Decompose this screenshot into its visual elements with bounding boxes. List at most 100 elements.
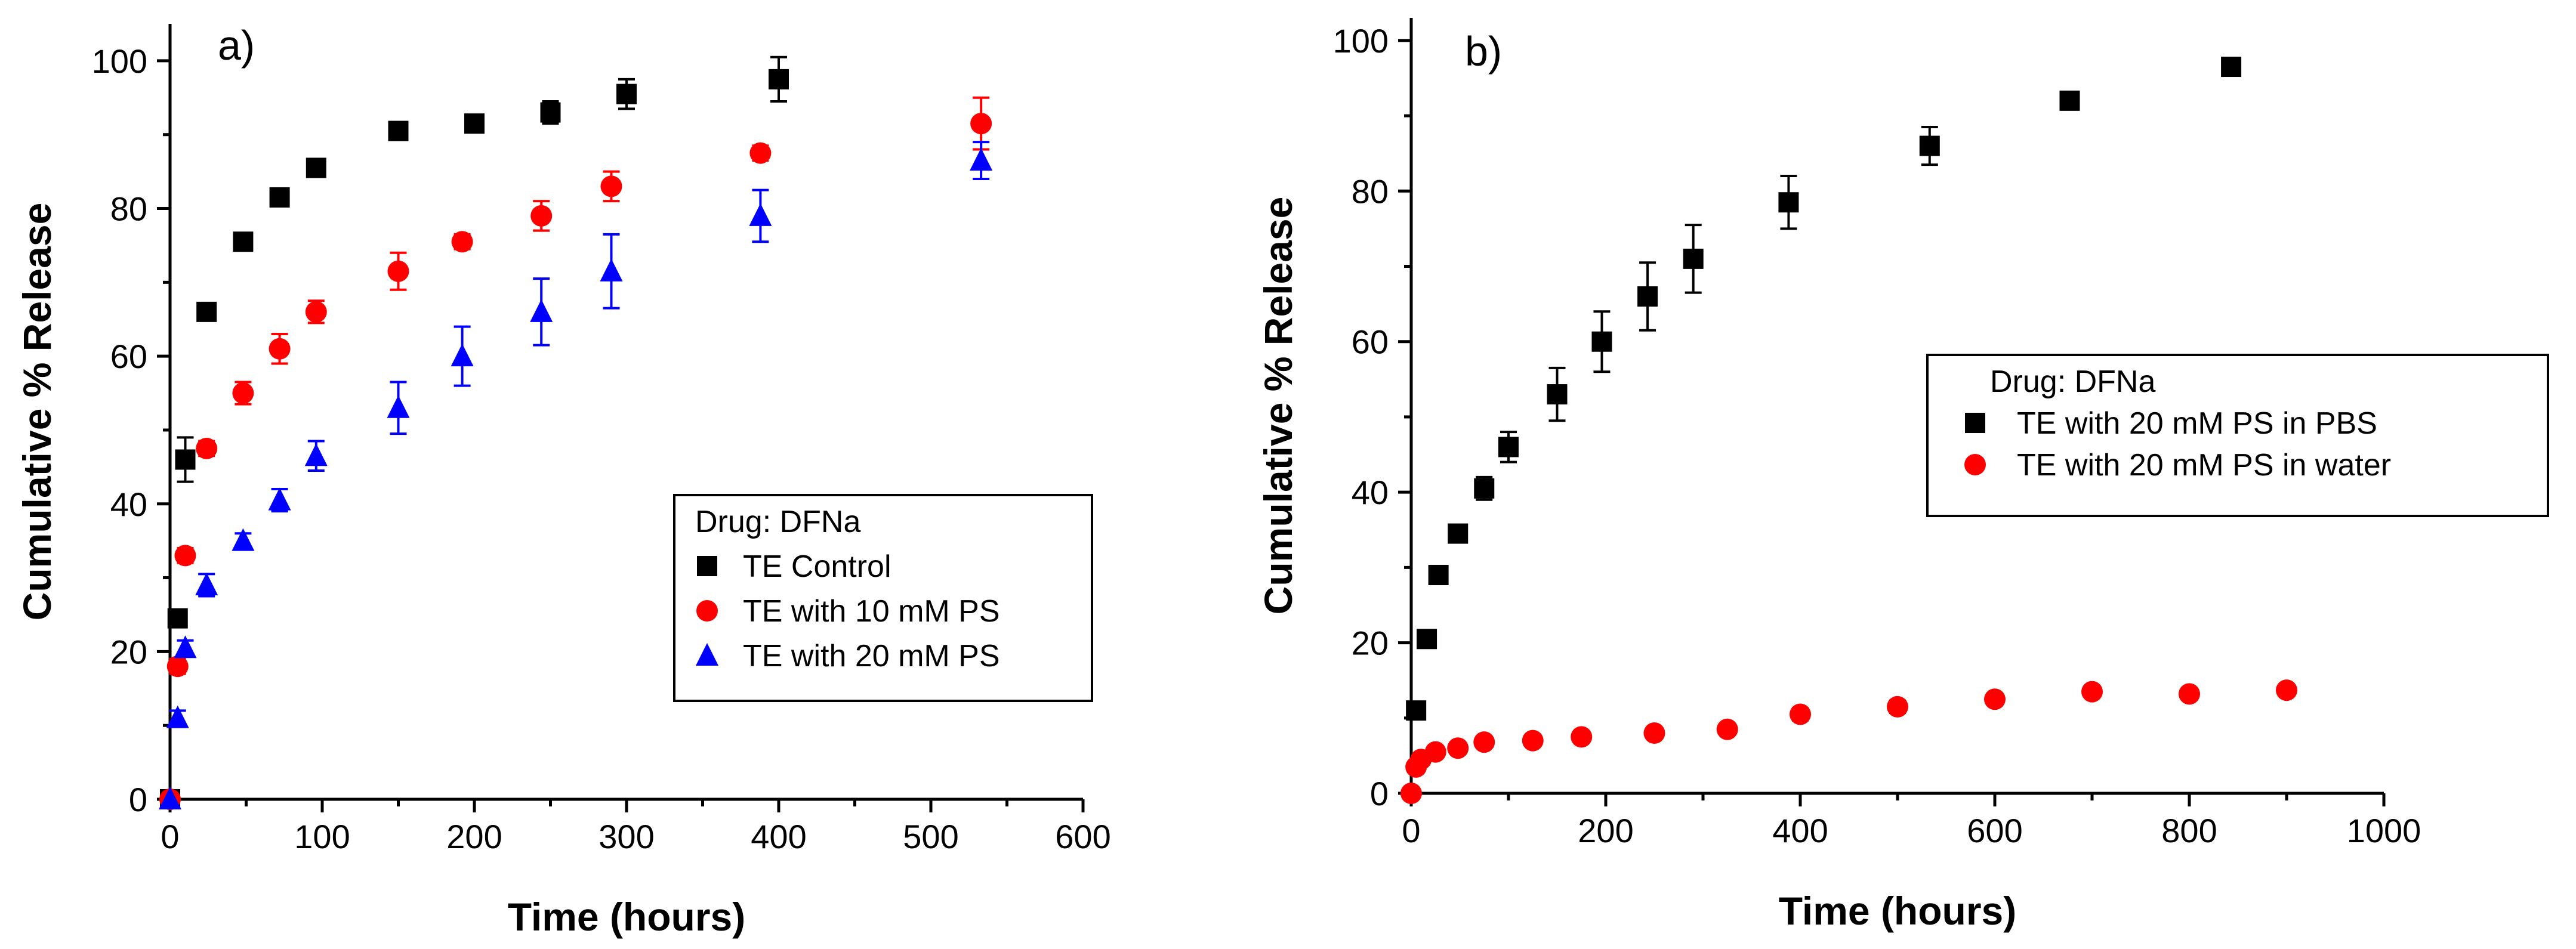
chart-panel-2: 0 200 400 600 800 1000 0 20 40 60 80 100 Time (hours…	[1256, 18, 2549, 933]
data-point	[1984, 688, 2006, 710]
data-point	[305, 301, 327, 323]
x-tick-label: 400	[1772, 812, 1828, 849]
x-axis-title: Time (hours)	[1779, 889, 2016, 933]
data-point	[166, 656, 189, 678]
series-3	[159, 141, 993, 809]
data-point	[159, 787, 181, 809]
data-point	[2081, 681, 2103, 703]
data-point	[970, 113, 992, 135]
data-point	[1547, 384, 1568, 405]
x-tick-label: 0	[161, 818, 179, 855]
data-point	[464, 113, 485, 134]
data-point	[1683, 248, 1704, 269]
data-point	[616, 84, 637, 104]
legend-marker	[1964, 454, 1986, 475]
legend-marker	[696, 643, 718, 666]
legend-entry: TE with 10 mM PS	[743, 594, 1000, 629]
x-tick-label: 300	[599, 818, 654, 855]
data-point	[387, 260, 409, 282]
data-point	[1473, 731, 1495, 753]
data-point	[269, 338, 291, 360]
x-tick-label: 200	[446, 818, 502, 855]
data-point	[304, 443, 328, 466]
data-point	[600, 258, 623, 282]
data-point	[1571, 726, 1593, 748]
data-point	[749, 203, 772, 226]
data-point	[387, 395, 410, 418]
y-tick-label: 0	[1370, 775, 1389, 812]
data-point	[1417, 629, 1437, 650]
x-tick-label: 1000	[2347, 812, 2421, 849]
data-point	[306, 157, 326, 178]
data-point	[196, 437, 218, 459]
data-point	[269, 187, 290, 208]
data-point	[600, 175, 622, 197]
data-point	[1643, 722, 1665, 744]
y-tick-label: 80	[110, 190, 147, 228]
data-point	[233, 231, 254, 252]
data-point	[174, 545, 196, 567]
data-point	[1778, 192, 1799, 213]
x-tick-label: 100	[294, 818, 350, 855]
data-point	[388, 120, 409, 141]
y-axis-title: Cumulative % Release	[1256, 197, 1300, 615]
data-point	[166, 705, 189, 728]
data-point	[970, 148, 993, 171]
x-tick-label: 800	[2161, 812, 2217, 849]
data-point	[232, 382, 254, 404]
data-point	[1522, 729, 1544, 752]
y-tick-label: 40	[110, 486, 147, 523]
x-tick-label: 0	[1402, 812, 1420, 849]
chart-panel-1: 0 100 200 300 400 500 600 0 20 40 60 80 100 Time (hou…	[15, 22, 1111, 939]
panel-label: a)	[218, 22, 255, 69]
y-tick-label: 80	[1352, 172, 1389, 210]
y-tick-label: 40	[1352, 474, 1389, 511]
legend-box	[1926, 354, 2549, 517]
data-point	[451, 344, 474, 367]
y-tick-label: 60	[110, 338, 147, 375]
data-point	[1591, 331, 1612, 352]
data-point	[1400, 783, 1422, 804]
data-point	[1887, 695, 1908, 718]
legend: Drug: DFNa TE with 20 mM PS in PBS TE with…	[1926, 354, 2549, 517]
x-tick-label: 600	[1055, 818, 1110, 855]
data-point	[1919, 135, 1940, 156]
data-point	[167, 608, 188, 629]
y-axis-title: Cumulative % Release	[15, 203, 59, 621]
panel-label: b)	[1465, 28, 1502, 75]
data-point	[268, 487, 291, 511]
data-point	[540, 102, 561, 123]
legend-entry: TE with 20 mM PS in PBS	[2017, 406, 2377, 441]
series-1	[1406, 57, 2242, 721]
data-point	[195, 572, 218, 595]
data-point	[1474, 478, 1495, 499]
data-point	[451, 231, 473, 253]
data-point	[232, 528, 255, 551]
y-tick-label: 20	[110, 633, 147, 670]
data-point	[174, 635, 197, 659]
y-tick-label: 100	[92, 42, 147, 80]
data-point	[1447, 737, 1469, 759]
legend-box	[673, 494, 1093, 702]
data-point	[769, 69, 789, 89]
legend-marker	[697, 556, 717, 576]
legend-entry: TE Control	[743, 549, 891, 584]
x-tick-label: 500	[903, 818, 958, 855]
data-point	[2179, 683, 2200, 705]
data-point	[749, 142, 772, 164]
x-tick-label: 400	[751, 818, 806, 855]
data-point	[196, 301, 217, 322]
data-point	[2221, 57, 2242, 78]
y-tick-label: 100	[1333, 22, 1389, 60]
legend-title: Drug: DFNa	[1990, 364, 2155, 399]
data-point	[1448, 523, 1469, 544]
data-point	[2059, 90, 2080, 111]
data-point	[1637, 286, 1658, 307]
data-point	[2276, 679, 2297, 701]
data-point	[1424, 741, 1446, 763]
legend-title: Drug: DFNa	[695, 505, 860, 539]
x-tick-label: 200	[1578, 812, 1633, 849]
series-2	[1400, 679, 2297, 804]
x-axis-title: Time (hours)	[508, 895, 745, 939]
